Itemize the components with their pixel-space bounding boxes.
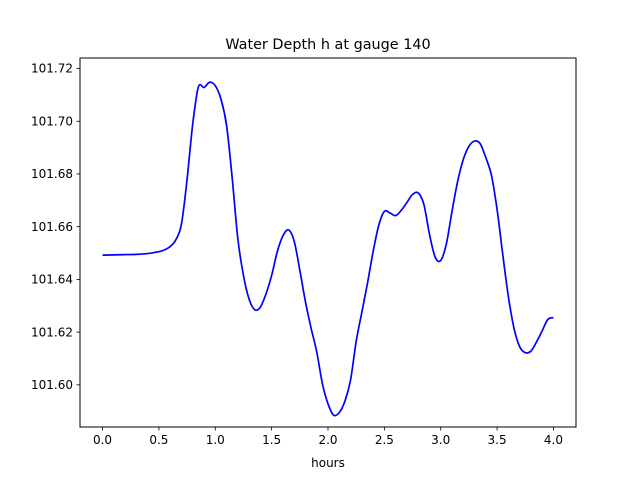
x-tick-label: 4.0 (544, 433, 563, 447)
y-tick-label: 101.68 (31, 167, 73, 181)
x-tick-label: 2.5 (375, 433, 394, 447)
x-tick-label: 1.5 (262, 433, 281, 447)
y-axis-ticks: 101.60 101.62 101.64 101.66 101.68 101.70 101.… (31, 62, 80, 392)
x-axis-label: hours (311, 456, 345, 470)
y-tick-label: 101.60 (31, 378, 73, 392)
chart-title: Water Depth h at gauge 140 (225, 37, 430, 53)
y-tick-label: 101.70 (31, 114, 73, 128)
y-tick-label: 101.64 (31, 273, 73, 287)
y-tick-label: 101.62 (31, 325, 73, 339)
x-tick-label: 1.0 (206, 433, 225, 447)
x-tick-label: 3.0 (431, 433, 450, 447)
y-tick-label: 101.72 (31, 62, 73, 76)
x-tick-label: 2.0 (318, 433, 337, 447)
x-tick-label: 0.5 (149, 433, 168, 447)
x-tick-label: 0.0 (93, 433, 112, 447)
y-tick-label: 101.66 (31, 220, 73, 234)
x-axis-ticks: 0.0 0.5 1.0 1.5 2.0 2.5 3.0 3.5 4.0 (93, 427, 563, 447)
series-line (102, 81, 554, 417)
x-tick-label: 3.5 (488, 433, 507, 447)
